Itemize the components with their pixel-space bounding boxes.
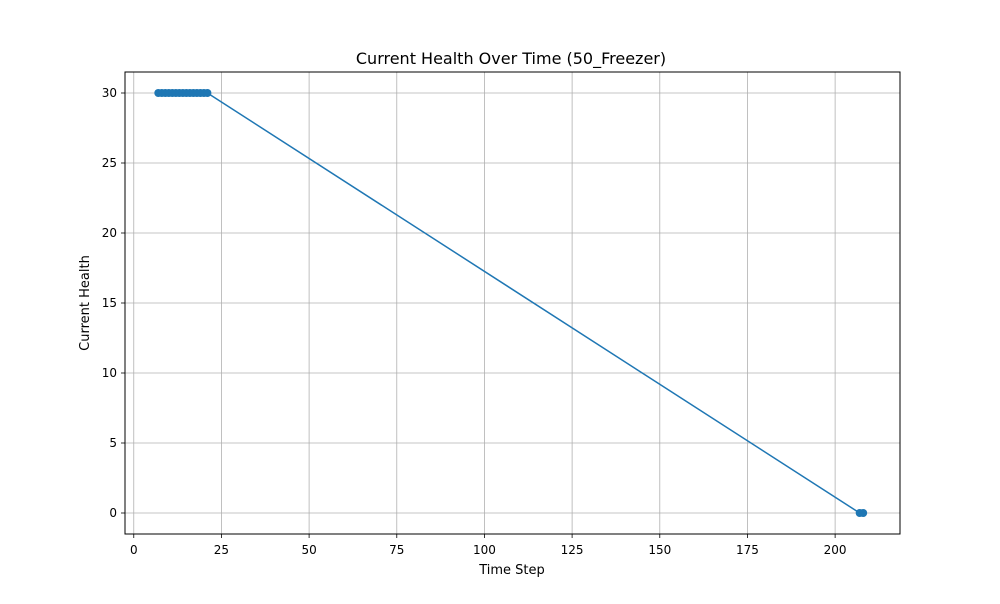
y-axis-label: Current Health bbox=[78, 255, 93, 351]
x-tick-label: 75 bbox=[389, 543, 404, 557]
y-tick-label: 20 bbox=[102, 226, 117, 240]
grid bbox=[125, 72, 900, 534]
y-tick-label: 5 bbox=[109, 436, 117, 450]
chart-title: Current Health Over Time (50_Freezer) bbox=[356, 49, 666, 69]
y-tick-label: 0 bbox=[109, 506, 117, 520]
y-tick-label: 30 bbox=[102, 86, 117, 100]
y-tick-label: 15 bbox=[102, 296, 117, 310]
x-tick-label: 175 bbox=[736, 543, 759, 557]
x-tick-label: 125 bbox=[561, 543, 584, 557]
data-point bbox=[859, 509, 868, 517]
y-tick-label: 25 bbox=[102, 156, 117, 170]
ticks: 0 25 50 75 100 125 150 175 200 0 5 10 15 20 25 30 bbox=[102, 86, 847, 557]
y-tick-label: 10 bbox=[102, 366, 117, 380]
x-tick-label: 200 bbox=[824, 543, 847, 557]
x-tick-label: 25 bbox=[214, 543, 229, 557]
x-tick-label: 50 bbox=[301, 543, 316, 557]
x-axis-label: Time Step bbox=[478, 563, 545, 578]
x-tick-label: 0 bbox=[130, 543, 138, 557]
data-point bbox=[203, 89, 212, 97]
x-tick-label: 100 bbox=[473, 543, 496, 557]
plot-area bbox=[154, 89, 868, 517]
x-tick-label: 150 bbox=[648, 543, 671, 557]
